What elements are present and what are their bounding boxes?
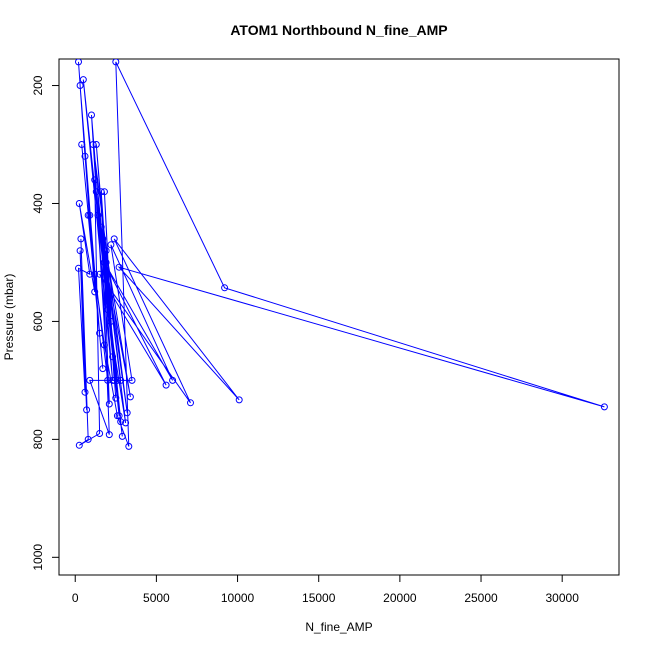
data-point	[118, 432, 126, 440]
y-axis-label: Pressure (mbar)	[2, 274, 16, 361]
data-point	[78, 141, 86, 148]
data-point	[96, 329, 104, 337]
data-point	[107, 241, 115, 249]
data-point	[126, 393, 134, 401]
y-tick-label: 600	[31, 311, 45, 331]
x-tick-label: 10000	[221, 591, 255, 605]
y-tick-label: 800	[31, 429, 45, 449]
data-point	[91, 270, 99, 278]
data-point	[86, 270, 94, 278]
data-point	[81, 388, 89, 396]
data-point	[113, 376, 121, 384]
data-point	[75, 200, 83, 207]
y-axis: 200 400 600 800 1000	[31, 75, 60, 571]
data-point	[81, 152, 89, 160]
y-tick-label: 400	[31, 193, 45, 213]
data-point	[75, 59, 82, 66]
x-tick-label: 20000	[383, 591, 417, 605]
data-point	[77, 235, 85, 243]
data-point	[83, 406, 91, 414]
data-point	[221, 284, 229, 292]
data-point	[92, 188, 100, 196]
y-tick-label: 200	[31, 75, 45, 95]
data-point	[89, 141, 97, 148]
data-point	[128, 376, 136, 384]
data-point	[84, 211, 92, 219]
data-point	[76, 247, 84, 255]
data-point	[84, 435, 92, 443]
data-point	[112, 59, 120, 66]
data-point	[110, 235, 118, 243]
data-point	[75, 441, 83, 449]
data-point	[125, 442, 133, 450]
data-point	[97, 188, 105, 196]
x-tick-label: 5000	[143, 591, 170, 605]
x-tick-label: 30000	[546, 591, 580, 605]
data-point	[76, 82, 84, 89]
series-line	[77, 61, 605, 447]
data-point	[92, 141, 100, 148]
x-tick-label: 0	[72, 591, 79, 605]
data-point	[94, 211, 102, 219]
data-point	[99, 235, 107, 243]
data-layer	[75, 59, 608, 450]
data-point	[235, 396, 243, 404]
data-point	[104, 270, 112, 278]
data-point	[105, 431, 113, 439]
data-point	[107, 317, 115, 325]
data-point	[109, 353, 117, 361]
x-tick-label: 15000	[302, 591, 336, 605]
data-point	[115, 412, 123, 420]
data-point	[99, 365, 107, 373]
data-point	[117, 376, 125, 384]
data-point	[75, 264, 82, 272]
data-point	[122, 419, 130, 427]
data-point	[100, 341, 108, 349]
data-point	[91, 288, 99, 296]
data-point	[169, 376, 177, 384]
data-point	[96, 430, 104, 437]
x-axis-label: N_fine_AMP	[305, 620, 372, 634]
data-point	[104, 306, 112, 314]
data-point	[162, 381, 170, 389]
y-tick-label: 1000	[31, 544, 45, 571]
data-point	[100, 188, 108, 196]
data-point	[97, 223, 105, 231]
data-point	[102, 247, 110, 255]
data-point	[600, 403, 608, 411]
data-point	[115, 263, 123, 271]
data-point	[112, 394, 120, 402]
x-tick-label: 25000	[464, 591, 498, 605]
data-point	[88, 111, 95, 119]
data-point	[96, 270, 104, 278]
data-point	[105, 400, 113, 408]
data-point	[86, 376, 94, 384]
data-point	[91, 176, 99, 184]
data-point	[123, 409, 131, 417]
data-point	[102, 259, 110, 266]
chart-title: ATOM1 Northbound N_fine_AMP	[230, 22, 447, 38]
data-point	[187, 399, 194, 407]
x-axis: 0 5000 10000 15000 20000 25000 30000	[72, 574, 580, 605]
data-point	[79, 76, 87, 84]
